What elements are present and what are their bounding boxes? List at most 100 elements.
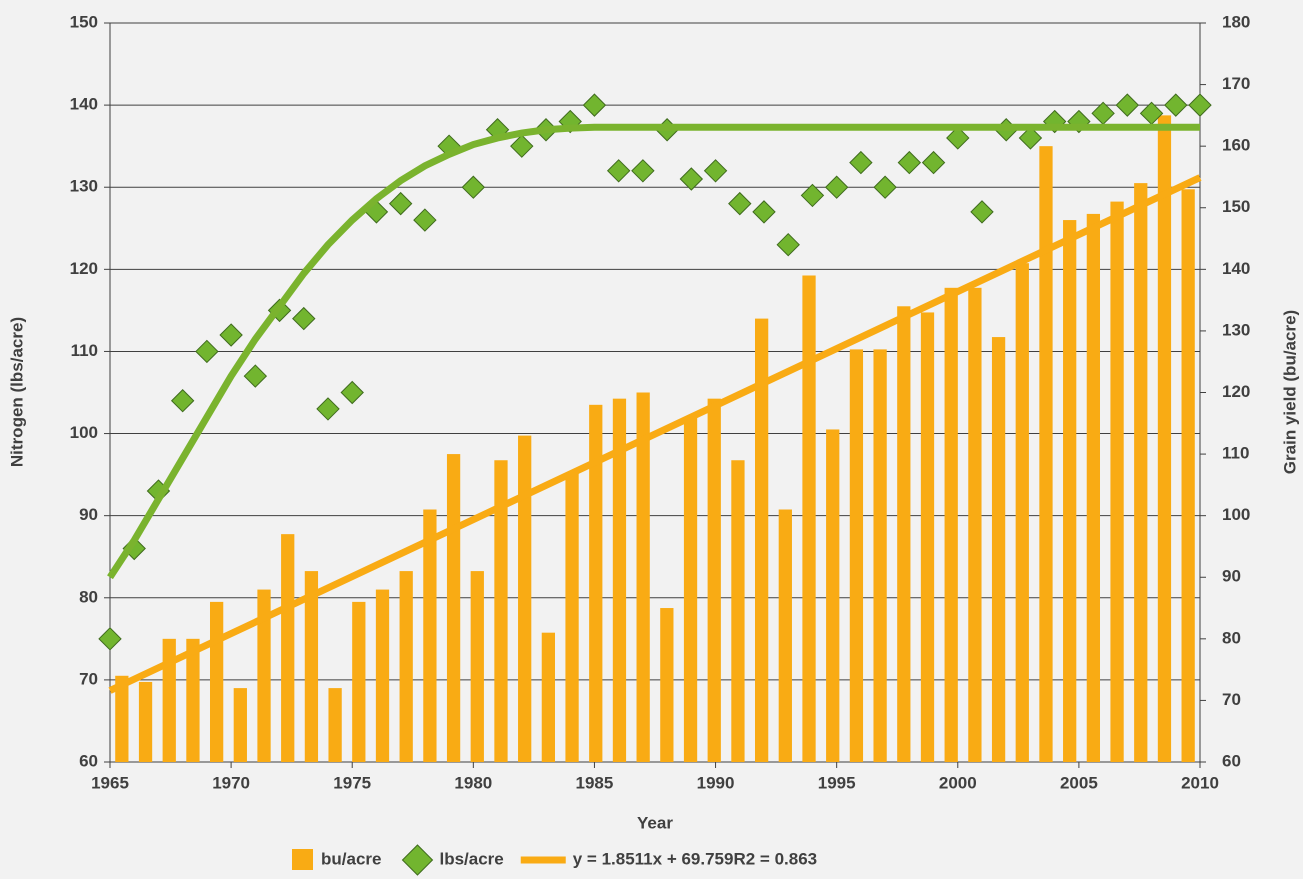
point [970, 200, 994, 224]
x-tick-label: 1990 [697, 773, 735, 792]
bar [1110, 201, 1124, 762]
legend-label: lbs/acre [439, 849, 503, 868]
bar [754, 318, 769, 762]
point [388, 191, 413, 216]
point [316, 397, 340, 421]
y-tick-label: 140 [70, 95, 98, 114]
point [340, 380, 364, 405]
point [195, 339, 219, 364]
point [292, 306, 316, 331]
bar [257, 589, 271, 762]
x-tick-label: 2000 [939, 773, 977, 792]
y-tick-label: 60 [79, 751, 98, 770]
x-tick-label: 1985 [576, 773, 614, 792]
point [98, 627, 122, 651]
bar [944, 287, 958, 762]
point [582, 93, 607, 117]
point [679, 167, 704, 191]
x-tick-label: 1995 [818, 773, 856, 792]
point [243, 364, 268, 388]
y-tick-label: 130 [70, 177, 98, 196]
bar [352, 601, 366, 762]
point [1018, 126, 1043, 150]
bar [707, 398, 721, 762]
y-tick-label: 70 [79, 669, 98, 688]
bar [731, 460, 745, 762]
y2-tick-label: 60 [1222, 751, 1241, 770]
bar [115, 675, 129, 762]
bar [541, 632, 556, 762]
y2-tick-label: 150 [1222, 197, 1250, 216]
bar [920, 312, 935, 762]
y-axis-title: Nitrogen (lbs/acre) [7, 317, 26, 467]
point [461, 175, 486, 199]
bar [873, 349, 887, 762]
y2-tick-label: 120 [1222, 382, 1250, 401]
y2-tick-label: 70 [1222, 690, 1241, 709]
bar [826, 429, 840, 762]
y2-axis-title: Grain yield (bu/acre) [1280, 310, 1299, 474]
point [921, 150, 946, 175]
point [1188, 93, 1212, 117]
bar [470, 571, 484, 762]
point [752, 200, 776, 224]
bar [1134, 183, 1148, 762]
bar [589, 404, 603, 762]
y-tick-label: 100 [70, 423, 98, 442]
bar [162, 638, 176, 762]
bar [399, 571, 413, 762]
bar [138, 681, 153, 762]
bar [1063, 220, 1077, 763]
y2-tick-label: 140 [1222, 259, 1250, 278]
bar [446, 454, 461, 762]
point [849, 150, 873, 175]
x-tick-label: 2005 [1060, 773, 1098, 792]
legend-label: y = 1.8511x + 69.759R2 = 0.863 [573, 849, 817, 868]
point [606, 159, 631, 183]
bar [281, 534, 295, 762]
y2-tick-label: 170 [1222, 74, 1250, 93]
bar [1181, 189, 1195, 762]
point [1115, 93, 1140, 117]
line [107, 123, 1200, 580]
bar [802, 275, 816, 762]
point [946, 126, 970, 150]
y-tick-label: 150 [70, 12, 98, 31]
point [703, 159, 728, 183]
bar [494, 460, 508, 762]
y2-tick-label: 80 [1222, 628, 1241, 647]
y2-tick-label: 180 [1222, 12, 1250, 31]
bar [186, 638, 200, 762]
bar [660, 608, 674, 762]
y-tick-label: 80 [79, 587, 98, 606]
point [122, 536, 146, 561]
x-tick-label: 1970 [212, 773, 250, 792]
y-tick-label: 110 [71, 341, 98, 360]
bar [209, 601, 224, 762]
point [728, 191, 752, 216]
legend-swatch [401, 844, 434, 876]
point [800, 183, 825, 208]
x-tick-label: 1980 [454, 773, 492, 792]
y-tick-label: 120 [70, 259, 98, 278]
y2-tick-label: 100 [1222, 505, 1250, 524]
bar [683, 417, 698, 762]
bar [778, 509, 792, 762]
bar [304, 571, 319, 762]
point [510, 134, 534, 158]
bar [612, 398, 627, 762]
bar [1157, 115, 1172, 762]
bar [328, 688, 342, 762]
point [824, 175, 849, 199]
point [873, 175, 897, 199]
bar [375, 589, 390, 762]
x-tick-label: 1965 [91, 773, 129, 792]
bar [423, 509, 437, 762]
point [897, 150, 922, 175]
point [776, 232, 800, 257]
y2-tick-label: 90 [1222, 567, 1241, 586]
legend-swatch [292, 849, 313, 870]
point [413, 208, 437, 232]
bar [968, 287, 982, 762]
